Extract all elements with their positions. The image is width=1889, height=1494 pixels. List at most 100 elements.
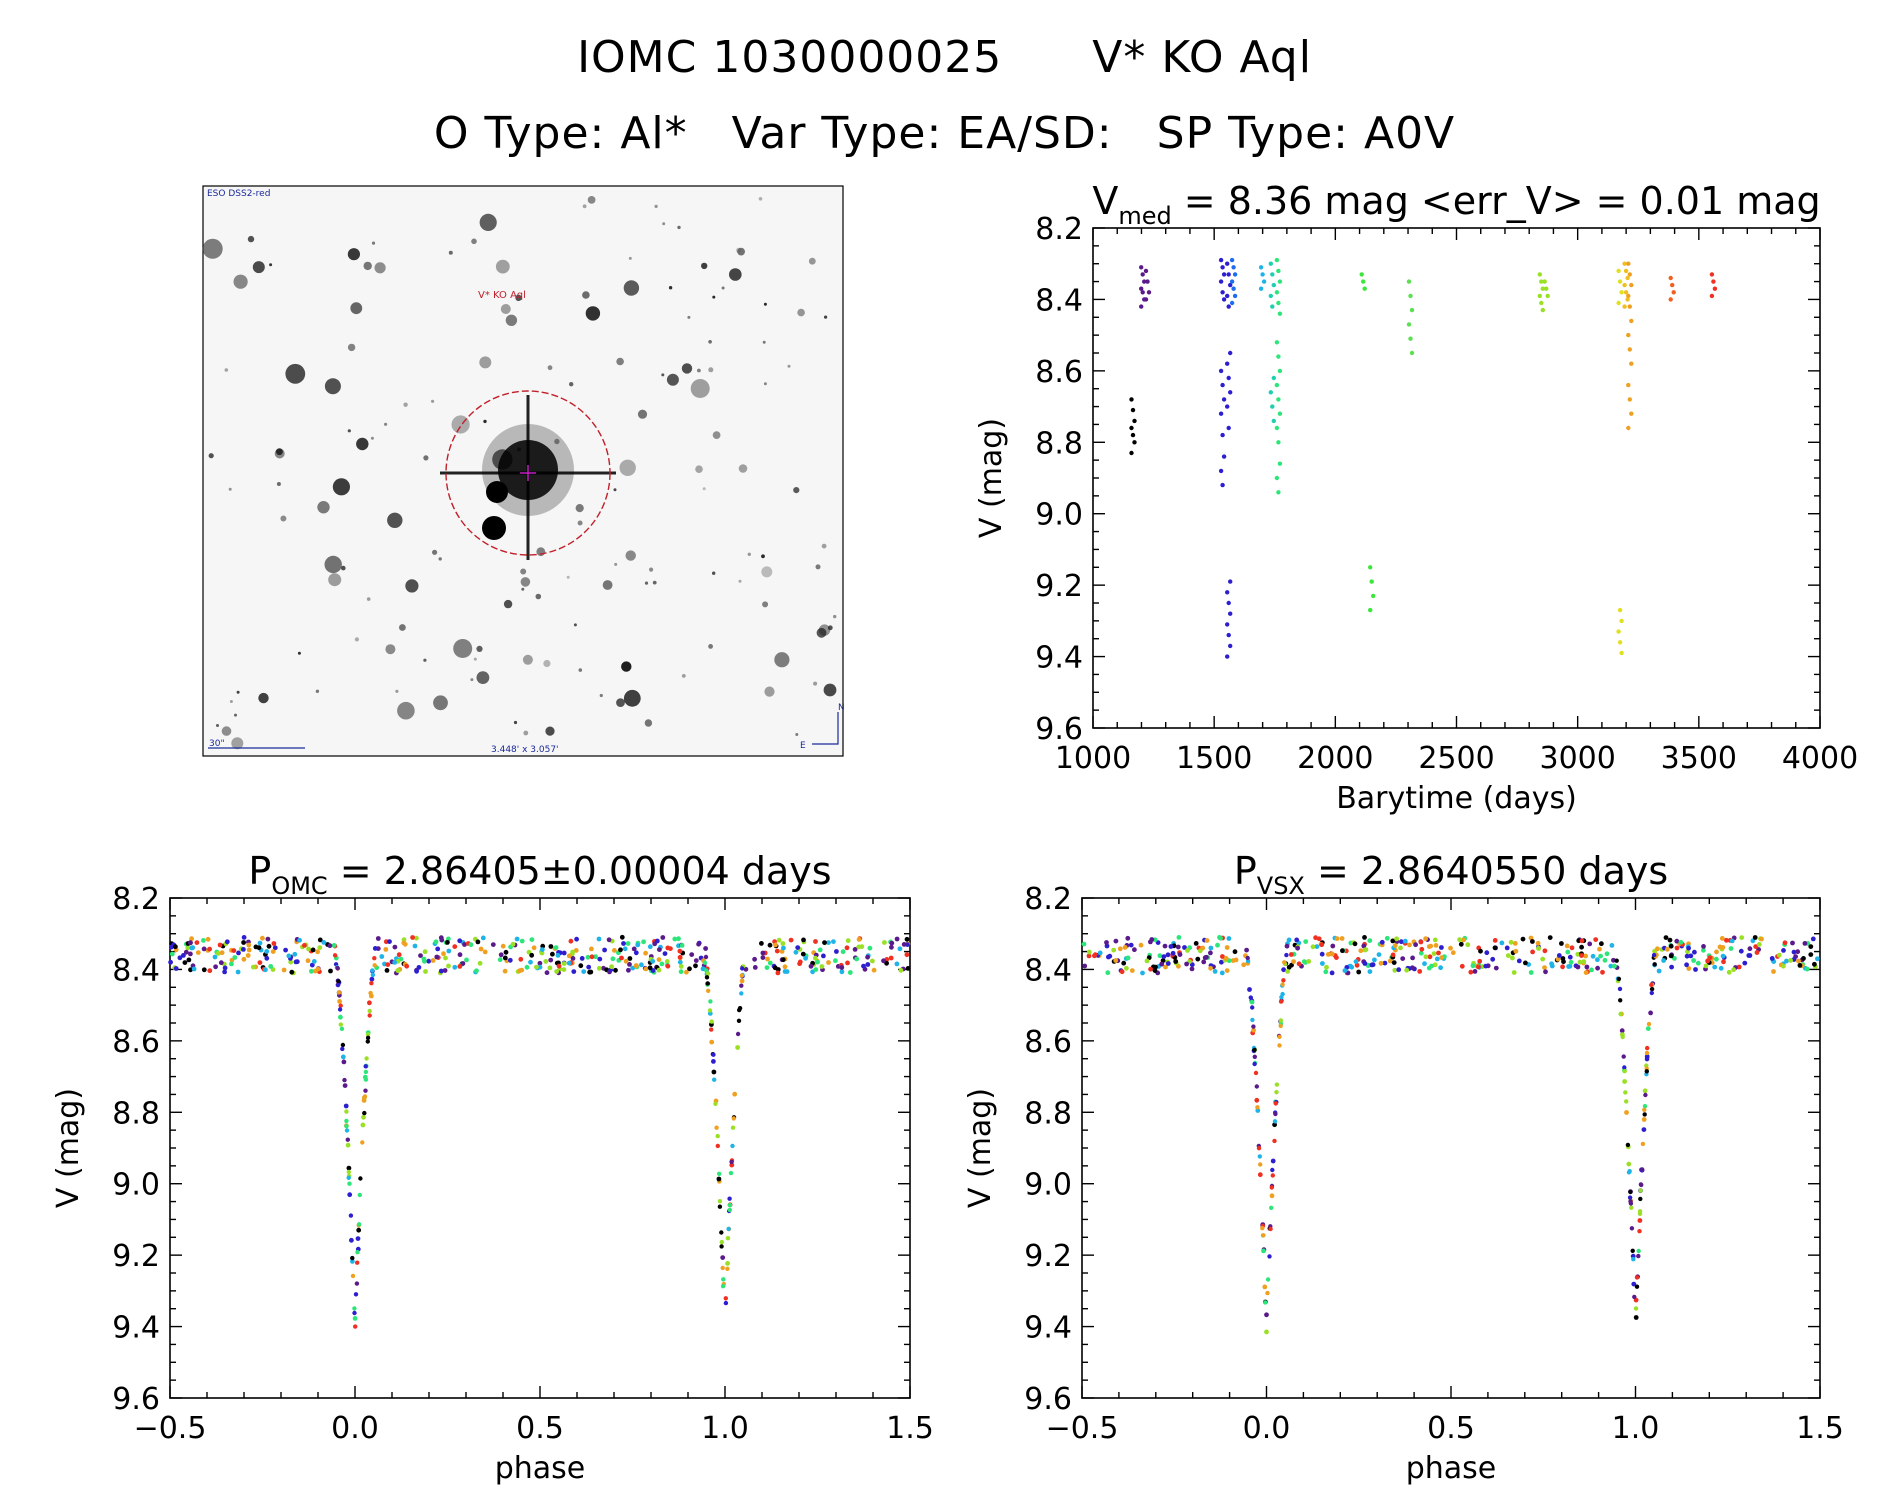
data-point — [1705, 958, 1710, 964]
field-star — [815, 564, 821, 570]
data-point — [1159, 961, 1165, 967]
data-point — [1277, 311, 1283, 316]
data-point — [619, 955, 624, 961]
data-point — [168, 959, 174, 965]
data-point — [350, 1273, 356, 1279]
data-point — [1549, 961, 1554, 967]
figure-title-line1: IOMC 1030000025 V* KO Aql — [0, 32, 1889, 83]
data-point — [266, 943, 272, 949]
data-point — [229, 961, 234, 967]
data-point — [1204, 938, 1210, 943]
field-star — [208, 453, 214, 459]
data-point — [1753, 944, 1759, 949]
data-point — [1404, 967, 1410, 973]
x-tick-label: 1.0 — [1612, 1411, 1660, 1446]
data-point — [426, 958, 432, 964]
data-point — [1470, 963, 1476, 969]
data-point — [387, 939, 392, 944]
data-point — [1641, 1117, 1647, 1122]
data-point — [1250, 1005, 1255, 1010]
data-point — [1221, 454, 1227, 459]
data-point — [1620, 1034, 1625, 1040]
data-point — [865, 954, 870, 960]
data-point — [684, 969, 689, 975]
data-point — [1646, 1021, 1652, 1027]
data-point — [1208, 965, 1213, 971]
data-point — [1129, 450, 1134, 456]
data-point — [416, 965, 422, 970]
data-point — [622, 946, 628, 952]
data-point — [775, 970, 781, 976]
field-star — [479, 356, 492, 369]
field-star — [619, 459, 636, 476]
field-star — [395, 689, 399, 693]
data-point — [618, 947, 623, 953]
data-point — [350, 1255, 355, 1261]
data-point — [309, 968, 314, 974]
data-point — [1225, 404, 1230, 409]
data-point — [186, 957, 192, 963]
data-point — [370, 968, 375, 973]
data-point — [1265, 1277, 1271, 1282]
data-point — [1795, 949, 1801, 955]
data-point — [1684, 953, 1690, 959]
data-point — [367, 1013, 372, 1018]
data-point — [404, 963, 410, 969]
object-type: O Type: Al* — [433, 108, 688, 159]
data-point — [1693, 967, 1698, 972]
data-point — [1269, 1185, 1275, 1190]
data-point — [1802, 941, 1808, 946]
data-point — [1324, 964, 1329, 970]
data-point — [352, 1306, 357, 1311]
data-point — [905, 966, 911, 971]
data-point — [1379, 939, 1385, 945]
data-point — [219, 950, 225, 956]
data-point — [370, 972, 376, 978]
data-point — [293, 959, 299, 965]
data-point — [668, 946, 673, 951]
data-point — [289, 969, 295, 975]
data-point — [1173, 959, 1179, 964]
y-tick-label: 8.2 — [1024, 882, 1072, 917]
field-star — [228, 487, 232, 491]
data-point — [306, 946, 311, 952]
data-point — [1272, 1122, 1277, 1128]
field-star — [385, 644, 396, 655]
data-point — [1226, 600, 1231, 606]
data-point — [1426, 944, 1432, 949]
data-point — [315, 949, 320, 955]
data-point — [414, 935, 419, 941]
field-star — [763, 382, 767, 386]
data-point — [1175, 944, 1181, 950]
data-point — [1329, 970, 1335, 976]
data-point — [1286, 937, 1292, 943]
field-star — [523, 730, 529, 736]
data-point — [1624, 1099, 1629, 1104]
data-point — [1189, 962, 1195, 968]
data-point — [1139, 265, 1144, 270]
data-point — [625, 941, 631, 946]
data-point — [1439, 955, 1444, 960]
data-point — [1130, 432, 1136, 438]
data-point — [518, 956, 524, 962]
data-point — [1754, 950, 1760, 955]
data-point — [1626, 332, 1631, 338]
data-point — [190, 945, 196, 950]
field-star — [621, 661, 632, 672]
data-points — [168, 934, 911, 1329]
data-point — [1465, 942, 1471, 948]
data-point — [327, 943, 333, 949]
data-point — [1565, 949, 1571, 955]
field-star — [833, 614, 837, 619]
data-point — [1590, 953, 1596, 959]
data-point — [457, 938, 463, 944]
data-point — [241, 956, 247, 962]
data-point — [1260, 1226, 1265, 1231]
data-point — [1361, 279, 1366, 284]
data-point — [1649, 990, 1655, 996]
data-point — [194, 940, 200, 945]
data-point — [344, 1128, 350, 1133]
data-point — [739, 973, 744, 978]
data-point — [894, 936, 900, 942]
data-point — [1129, 397, 1134, 402]
